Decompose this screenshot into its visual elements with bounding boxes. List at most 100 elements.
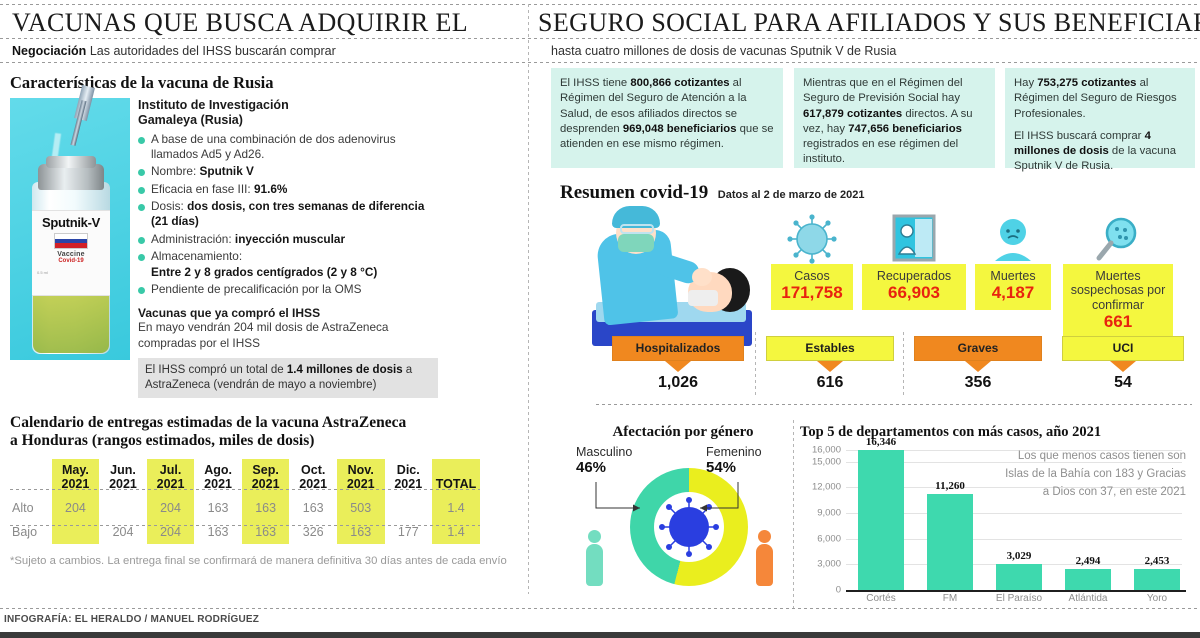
gender-leader-lines bbox=[595, 482, 739, 512]
status-chip-row: Hospitalizados 1,026 Estables 616 Graves… bbox=[600, 336, 1190, 398]
statbox-prevision-social: Mientras que en el Régimen del Seguro de… bbox=[794, 68, 995, 168]
cell-total: 1.4 bbox=[432, 519, 480, 544]
fact-value: dos dosis, con tres semanas de diferenci… bbox=[151, 198, 425, 229]
vial-name: Sputnik-V bbox=[42, 215, 100, 230]
col-header: Sep. 2021 bbox=[241, 458, 290, 496]
col-header-total: TOTAL bbox=[432, 458, 480, 496]
header-top-rule bbox=[0, 4, 1200, 5]
vial-sub1: Vaccine bbox=[57, 251, 85, 258]
fact-item: Almacenamiento: Entre 2 y 8 grados centí… bbox=[138, 249, 438, 280]
virus-icon bbox=[771, 212, 853, 264]
sb-text: El IHSS tiene bbox=[560, 77, 631, 89]
doctor-goggles-icon bbox=[620, 224, 654, 234]
institute-name: Instituto de Investigación Gamaleya (Rus… bbox=[138, 98, 438, 129]
gender-male-label: Masculino 46% bbox=[576, 445, 633, 476]
fact-label: Dosis: bbox=[151, 198, 188, 213]
status-arrow-icon bbox=[665, 361, 691, 372]
fact-item: Dosis: dos dosis, con tres semanas de di… bbox=[138, 199, 438, 230]
status-value: 616 bbox=[816, 374, 844, 391]
table-rule-2 bbox=[10, 524, 480, 526]
fact-label: Almacenamiento: bbox=[151, 248, 243, 263]
institute-line-2: Gamaleya (Rusia) bbox=[138, 113, 243, 128]
cell: 163 bbox=[207, 500, 229, 515]
fact-value: Sputnik V bbox=[199, 164, 254, 179]
fact-text: A base de una combinación de dos adenovi… bbox=[151, 131, 396, 162]
gender-chart-divider bbox=[793, 420, 794, 610]
calendar-title: Calendario de entregas estimadas de la v… bbox=[10, 414, 510, 451]
fact-text: Pendiente de precalificación por la OMS bbox=[151, 281, 362, 296]
table-row: Alto 204 204 163 163 163 503 1.4 bbox=[10, 495, 480, 520]
table-rule-1 bbox=[10, 488, 480, 490]
subhead-right: hasta cuatro millones de dosis de vacuna… bbox=[551, 44, 897, 58]
kpi-value: 66,903 bbox=[888, 283, 940, 303]
status-value: 356 bbox=[964, 374, 992, 391]
doctor-hand bbox=[692, 268, 712, 286]
cell: 177 bbox=[397, 524, 419, 539]
resumen-bottom-rule bbox=[596, 404, 1192, 405]
sb-bold: 747,656 beneficiarios bbox=[848, 122, 962, 135]
resumen-title: Resumen covid-19 bbox=[560, 182, 709, 203]
kpi-muertes-sospechosas: Muertes sospechosas por confirmar 661 bbox=[1063, 212, 1173, 339]
calendar-table-wrap: May. 2021 Jun. 2021 Jul. 2021 Ago. 2021 Sep.… bbox=[10, 458, 480, 544]
resumen-date: Datos al 2 de marzo de 2021 bbox=[717, 189, 865, 201]
statbox-atencion-salud: El IHSS tiene 800,866 cotizantes al Régi… bbox=[551, 68, 783, 168]
table-header-row: May. 2021 Jun. 2021 Jul. 2021 Ago. 2021 Sep.… bbox=[10, 458, 480, 496]
bar-value-label: 2,453 bbox=[1144, 555, 1170, 567]
gender-female-label: Femenino 54% bbox=[706, 445, 762, 476]
fact-value: 91.6% bbox=[253, 181, 288, 196]
x-tick-label: Cortés bbox=[866, 593, 896, 604]
col-header: Dic. 2021 bbox=[394, 462, 423, 491]
fact-label: Administración: bbox=[151, 231, 235, 246]
vial-cap-top bbox=[46, 156, 96, 168]
row-label: Bajo bbox=[12, 524, 38, 539]
headline-left: VACUNAS QUE BUSCA ADQUIRIR EL bbox=[12, 8, 469, 37]
sb-text: al Régimen del Seguro de Riesgos Profesi… bbox=[1014, 77, 1177, 120]
y-tick-label: 0 bbox=[835, 584, 841, 596]
note-pre: El IHSS compró un total de bbox=[145, 364, 287, 377]
cell bbox=[51, 519, 100, 544]
bought-text: En mayo vendrán 204 mil dosis de AstraZe… bbox=[138, 320, 389, 350]
female-figure-icon bbox=[756, 530, 773, 586]
bar-el-paraiso bbox=[996, 564, 1042, 590]
kpi-card: Muertes sospechosas por confirmar 661 bbox=[1063, 264, 1173, 339]
doctor-mask-icon bbox=[618, 234, 654, 252]
status-divider-2 bbox=[903, 332, 904, 398]
kpi-card: Recuperados 66,903 bbox=[862, 264, 966, 310]
cell: 163 bbox=[207, 524, 229, 539]
bottom-bar bbox=[0, 632, 1200, 638]
cell: 163 bbox=[241, 519, 290, 544]
status-arrow-icon bbox=[1110, 361, 1136, 372]
patient-mask bbox=[688, 290, 718, 306]
sb-text: registrados en ese régimen del instituto… bbox=[803, 138, 959, 166]
sb-bold: 753,275 cotizantes bbox=[1037, 77, 1137, 89]
col-header: Jul. 2021 bbox=[146, 458, 195, 496]
y-tick-label: 6,000 bbox=[817, 533, 841, 545]
gridline: 12,000 bbox=[812, 482, 1182, 493]
sb-text: Mientras que en el Régimen del Seguro de… bbox=[803, 77, 963, 105]
sb-text: al Régimen del Seguro de Atención a la S… bbox=[560, 77, 747, 135]
status-label: Hospitalizados bbox=[612, 336, 744, 361]
col-header: May. 2021 bbox=[51, 458, 100, 496]
male-label-text: Masculino bbox=[576, 445, 633, 459]
cell: 204 bbox=[51, 495, 100, 520]
row-label: Alto bbox=[12, 500, 34, 515]
status-value: 1,026 bbox=[657, 374, 699, 391]
doctor-patient-illustration bbox=[592, 206, 757, 346]
kpi-label: Muertes sospechosas por confirmar bbox=[1070, 269, 1166, 312]
person-sad-icon bbox=[975, 212, 1051, 264]
plot-area: 0 3,000 6,000 9,000 12,000 15,000 16,000 bbox=[812, 436, 1182, 596]
kpi-card: Muertes 4,187 bbox=[975, 264, 1051, 310]
header-mid-rule bbox=[0, 38, 1200, 39]
bar-yoro bbox=[1134, 569, 1180, 590]
cell: 503 bbox=[336, 495, 385, 520]
fact-label: Eficacia en fase III: bbox=[151, 181, 254, 196]
gridline: 6,000 bbox=[817, 533, 1182, 544]
sb-bold: 969,048 beneficiarios bbox=[622, 122, 737, 135]
status-estables: Estables 616 bbox=[766, 336, 894, 392]
male-figure-icon bbox=[586, 530, 603, 586]
subhead-left-text: Las autoridades del IHSS buscarán compra… bbox=[89, 44, 336, 58]
vial-label: Sputnik-V Vaccine Covid-19 0.5 ml bbox=[32, 210, 110, 296]
gridline: 9,000 bbox=[817, 507, 1182, 518]
kpi-card: Casos 171,758 bbox=[771, 264, 853, 310]
